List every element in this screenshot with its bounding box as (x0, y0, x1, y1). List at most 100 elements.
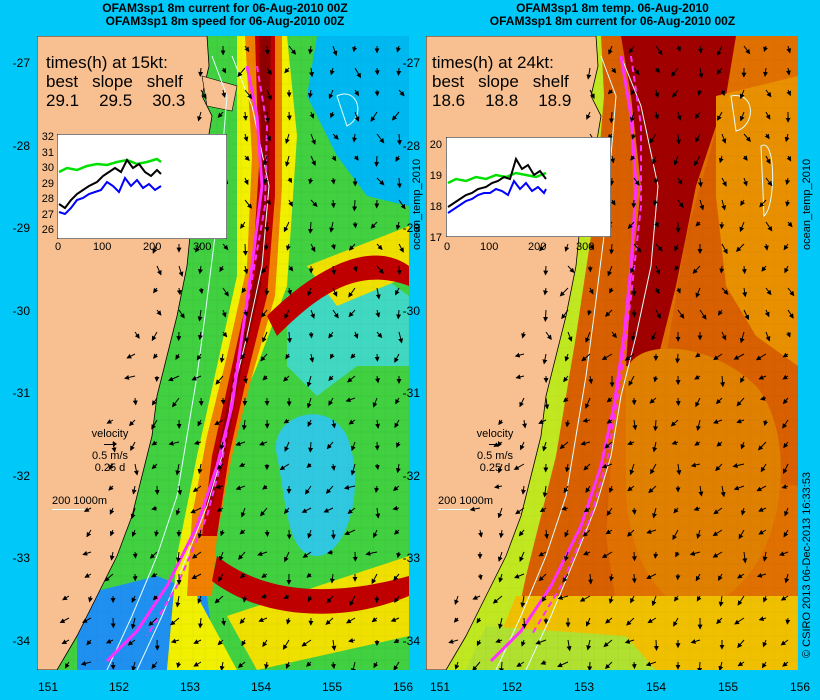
velocity-arrow (326, 595, 334, 604)
velocity-arrow (284, 507, 290, 514)
velocity-arrow (514, 352, 525, 358)
velocity-arrow (676, 133, 682, 145)
velocity-arrow (606, 507, 613, 517)
velocity-arrow (398, 199, 406, 210)
velocity-arrow (243, 133, 249, 142)
velocity-arrow (609, 243, 615, 255)
velocity-arrow (588, 573, 593, 585)
y-tick-label: -30 (12, 303, 30, 318)
velocity-arrow (350, 463, 356, 476)
velocity-arrow (605, 617, 613, 624)
speed-inset-series-green (58, 157, 162, 174)
temp-inset-ytick: 18 (429, 201, 442, 213)
velocity-arrow (395, 287, 400, 296)
velocity-arrow (396, 265, 402, 276)
x-tick-label: 154 (646, 680, 667, 694)
velocity-arrow (84, 573, 92, 578)
y-tick-label: -34 (12, 633, 30, 648)
velocity-arrow (654, 221, 659, 228)
velocity-arrow (675, 353, 681, 364)
velocity-arrow (82, 550, 92, 556)
x-tick-label: 152 (109, 680, 130, 694)
velocity-arrow (758, 616, 767, 622)
velocity-arrow (717, 111, 723, 121)
velocity-arrow (542, 441, 547, 452)
velocity-arrow (393, 661, 400, 670)
velocity-arrow (758, 507, 767, 512)
velocity-arrow (543, 265, 549, 276)
velocity-arrow (780, 639, 789, 646)
velocity-arrow (513, 463, 525, 470)
velocity-arrow (757, 441, 767, 451)
velocity-arrow (395, 397, 400, 405)
velocity-arrow (764, 309, 770, 318)
velocity-arrow (262, 331, 268, 343)
velocity-arrow (765, 155, 771, 165)
velocity-arrow (215, 375, 224, 385)
velocity-arrow (330, 199, 336, 209)
velocity-arrow (557, 661, 569, 668)
velocity-arrow (697, 177, 703, 188)
speed-inset-ytick: 27 (41, 208, 54, 221)
velocity-arrow (370, 111, 378, 122)
velocity-arrow (742, 287, 748, 298)
velocity-arrow (197, 111, 203, 122)
velocity-arrow (178, 265, 184, 277)
velocity-arrow (697, 89, 703, 96)
velocity-arrow (579, 595, 591, 602)
velocity-arrow (168, 375, 180, 382)
velocity-arrow (396, 133, 402, 146)
velocity-arrow (712, 419, 723, 424)
velocity-arrow (608, 45, 613, 55)
temp-velocity-speed: 0.5 m/s (476, 450, 514, 462)
temp-times-label-best: best (432, 72, 465, 91)
velocity-arrow (197, 617, 203, 629)
y-tick-label: -34 (402, 633, 420, 648)
velocity-arrow (217, 639, 224, 646)
velocity-arrow (262, 639, 268, 648)
velocity-arrow (740, 375, 745, 384)
velocity-arrow (655, 243, 663, 252)
velocity-arrow (151, 397, 158, 406)
velocity-arrow (718, 573, 723, 582)
velocity-arrow (222, 243, 229, 251)
velocity-arrow (285, 353, 291, 360)
velocity-arrow (221, 89, 227, 98)
velocity-arrow (353, 155, 359, 161)
temp-velocity-time: 0.25 d (479, 462, 511, 474)
velocity-arrow (354, 67, 361, 79)
x-tick-label: 154 (251, 680, 272, 694)
velocity-arrow (330, 177, 336, 185)
velocity-arrow (699, 309, 707, 320)
velocity-arrow (284, 67, 290, 74)
velocity-arrow (782, 397, 789, 405)
velocity-arrow (609, 573, 615, 582)
velocity-arrow (195, 243, 202, 253)
velocity-arrow (721, 133, 727, 144)
velocity-arrow (353, 331, 359, 339)
velocity-arrow (375, 287, 381, 300)
velocity-arrow (538, 419, 547, 424)
velocity-arrow (764, 133, 770, 140)
velocity-arrow (374, 463, 380, 471)
velocity-arrow (785, 199, 791, 207)
velocity-arrow (191, 375, 202, 381)
velocity-arrow (330, 661, 336, 670)
velocity-arrow (765, 331, 771, 342)
velocity-arrow (375, 419, 381, 429)
speed-times-label-best: best (46, 72, 79, 91)
velocity-arrow (331, 265, 337, 275)
velocity-arrow (352, 265, 358, 272)
velocity-arrow (239, 573, 246, 579)
velocity-arrow (306, 397, 312, 409)
velocity-arrow (330, 529, 336, 540)
speed-inset-ytick: 26 (41, 224, 54, 236)
velocity-arrow (787, 309, 794, 319)
velocity-arrow (740, 507, 746, 516)
velocity-arrow (395, 155, 401, 162)
velocity-arrow (176, 661, 182, 669)
velocity-arrow (520, 441, 525, 451)
velocity-arrow (394, 353, 400, 363)
velocity-arrow (582, 418, 591, 423)
velocity-arrow (352, 133, 357, 143)
